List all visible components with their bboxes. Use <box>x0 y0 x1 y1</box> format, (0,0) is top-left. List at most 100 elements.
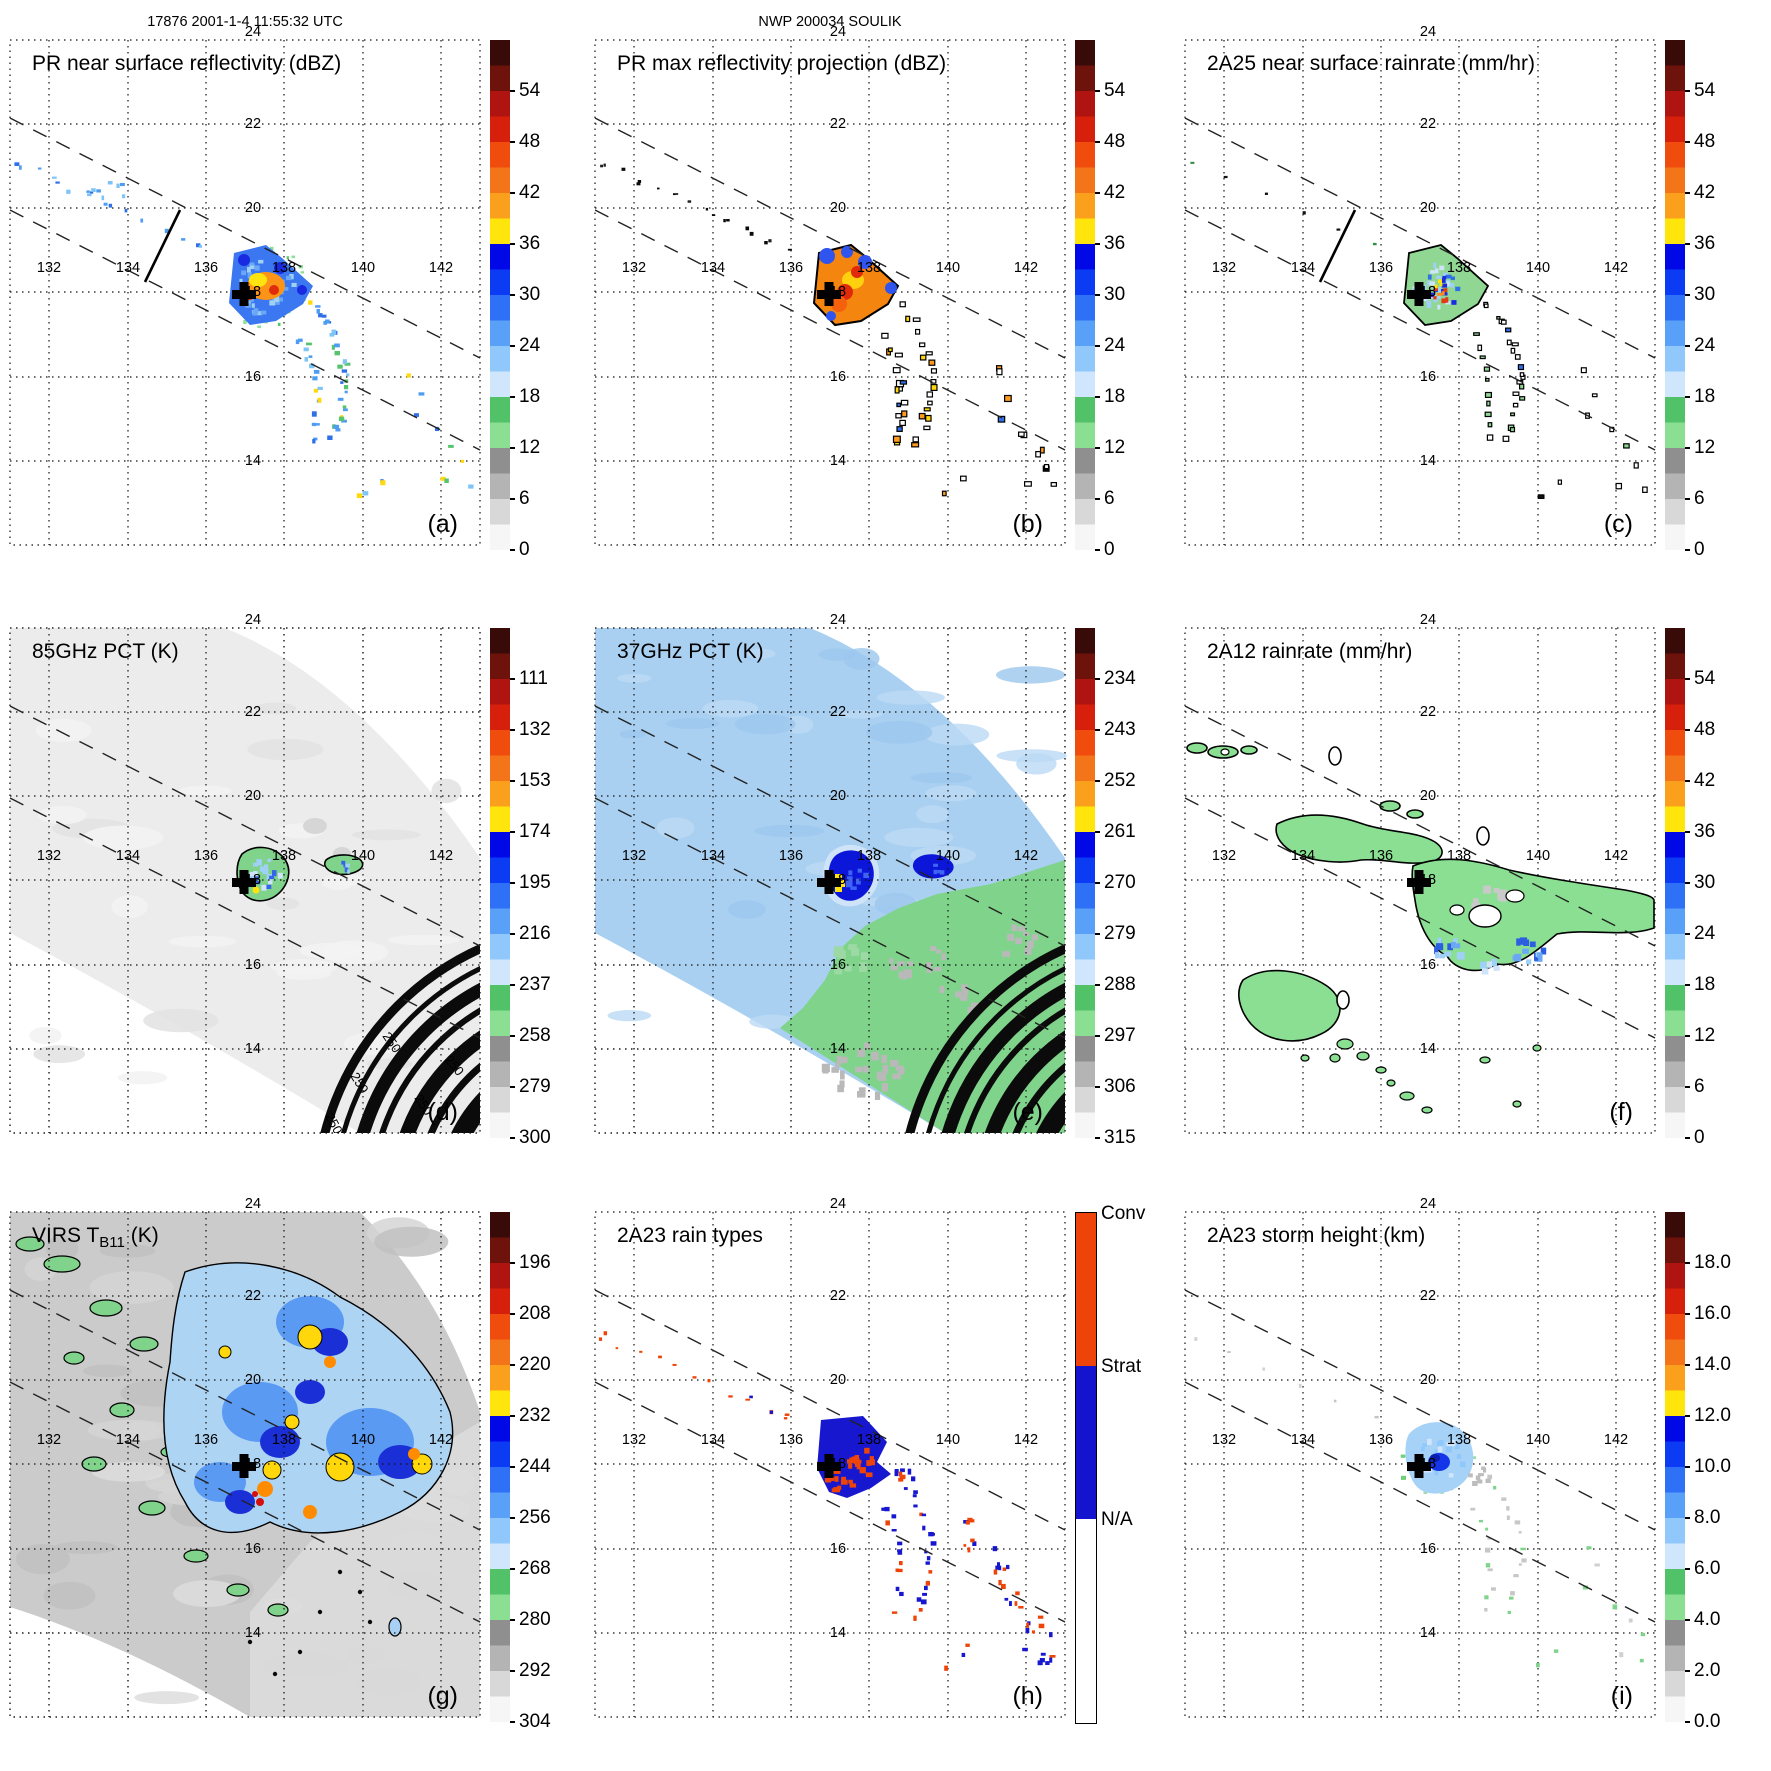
rainband-cell <box>926 1556 931 1561</box>
rainband-cell <box>440 476 446 481</box>
warm-gray-speckle <box>837 1084 844 1093</box>
rainband-cell <box>89 191 94 194</box>
rainband-cell <box>1223 175 1228 179</box>
rainband-cell <box>749 231 754 236</box>
storm-height-speckle <box>1427 1438 1432 1445</box>
rain-shield <box>1336 1038 1354 1050</box>
rainband-cell <box>1506 1506 1510 1511</box>
echo-blue-speckle <box>260 310 267 315</box>
rainband-cell <box>1591 393 1598 398</box>
rainband-cell <box>418 392 425 396</box>
colorbar-tickmark <box>1095 141 1100 143</box>
lat-label: 16 <box>1420 957 1436 973</box>
rain-lightblue-speckle <box>1437 286 1442 293</box>
swath-texture <box>83 1364 132 1378</box>
rainband-cell <box>881 1507 885 1511</box>
lat-label: 14 <box>830 453 846 469</box>
colorbar-tick-label: 297 <box>1104 1025 1136 1046</box>
warm-gray-speckle <box>1023 931 1029 936</box>
storm-name-header: NWP 200034 SOULIK <box>758 14 902 30</box>
rain-lightblue-speckle <box>1439 265 1445 271</box>
rainband-cell <box>899 1471 903 1477</box>
swath-texture <box>1016 753 1057 775</box>
rain-type-cell <box>911 1476 916 1482</box>
swath-texture <box>607 1010 652 1022</box>
rainband-cell <box>894 352 903 358</box>
lat-label: 20 <box>245 1372 261 1388</box>
storm-height-12km <box>1430 1454 1440 1462</box>
colorbar-tickmark <box>1685 1619 1690 1621</box>
echo-orange <box>831 296 847 312</box>
echo-blue-speckle <box>247 266 251 273</box>
colorbar-tick-label: 258 <box>519 1025 551 1046</box>
rainband-cell <box>913 1504 918 1508</box>
rainband-cell <box>342 359 347 365</box>
lat-label: 24 <box>245 612 261 628</box>
rain-type-colorbar <box>1075 1212 1097 1724</box>
pct-blue-patch <box>856 878 861 885</box>
rainband-cell <box>304 357 309 362</box>
rainband-cell <box>1264 192 1268 195</box>
colorbar-legend-label: Strat <box>1101 1356 1142 1378</box>
rainband-cell <box>362 491 369 496</box>
convective-speckle <box>849 1483 857 1488</box>
swath-texture <box>322 874 354 891</box>
colorbar-tickmark <box>1685 294 1690 296</box>
colorbar-tick-label: 0 <box>1694 1127 1705 1148</box>
rainband-cell <box>340 381 344 384</box>
warm-gray-speckle <box>903 969 912 977</box>
contour-dot <box>367 1619 373 1625</box>
warm-green-speckle <box>834 967 843 975</box>
rain-heavy-speckle <box>1441 298 1446 304</box>
swath-edge-line <box>9 797 481 1039</box>
rain-yellow-speckle <box>1437 279 1442 284</box>
storm-height-speckle <box>1434 1470 1439 1476</box>
open-contour <box>1476 826 1490 846</box>
lat-label: 24 <box>830 24 846 40</box>
rainband-cell <box>1049 1655 1056 1658</box>
rainband-cell <box>896 426 903 432</box>
rainband-cell <box>637 180 642 183</box>
rain-type-cell <box>1014 1601 1018 1606</box>
warm-gray-speckle <box>874 1091 881 1100</box>
rain-yellow-speckle <box>1439 283 1443 287</box>
echo-green-fringe <box>286 256 289 260</box>
colorbar-tick-label: 24 <box>1694 923 1716 944</box>
warm-gray-speckle <box>897 961 905 967</box>
colorbar-tick-label: 42 <box>1104 182 1126 203</box>
warm-gray-speckle <box>863 1042 871 1049</box>
convective-speckle <box>840 1479 848 1485</box>
rainband-cell <box>1501 1497 1507 1501</box>
rain-heavy-speckle <box>1433 286 1438 291</box>
rainband-cell <box>1262 1367 1266 1371</box>
colorbar-tickmark <box>510 141 515 143</box>
colorbar-tick-label: 42 <box>1694 770 1716 791</box>
colorbar-tickmark <box>1685 549 1690 551</box>
pct-lightblue <box>268 878 273 885</box>
warm-sector <box>780 860 1065 1133</box>
rainband-cell <box>108 203 113 208</box>
rainband-cell <box>915 328 921 335</box>
rain-heavy-speckle <box>1437 292 1443 296</box>
rain-shield <box>1512 1100 1522 1108</box>
rainrate-blue <box>1523 939 1530 946</box>
rainband-cell <box>891 1611 898 1614</box>
lon-label: 134 <box>116 1432 140 1448</box>
lat-label: 22 <box>245 704 261 720</box>
warm-gray-speckle <box>1015 937 1022 945</box>
lon-label: 142 <box>1014 1432 1038 1448</box>
lon-label: 138 <box>272 848 296 864</box>
echo-blue-speckle <box>289 274 294 280</box>
warm-gray-speckle <box>906 961 914 967</box>
colorbar-tick-label: 36 <box>519 233 541 254</box>
lon-label: 138 <box>272 1432 296 1448</box>
rainband-cell <box>1502 435 1510 442</box>
pct-lightblue <box>263 864 269 871</box>
panel-letter: (a) <box>427 510 458 538</box>
echo-green-fringe <box>243 319 247 324</box>
rainband-cell <box>925 351 933 356</box>
colorbar-tickmark <box>1095 678 1100 680</box>
rainband-cell <box>315 305 321 308</box>
convective-speckle <box>864 1447 870 1454</box>
